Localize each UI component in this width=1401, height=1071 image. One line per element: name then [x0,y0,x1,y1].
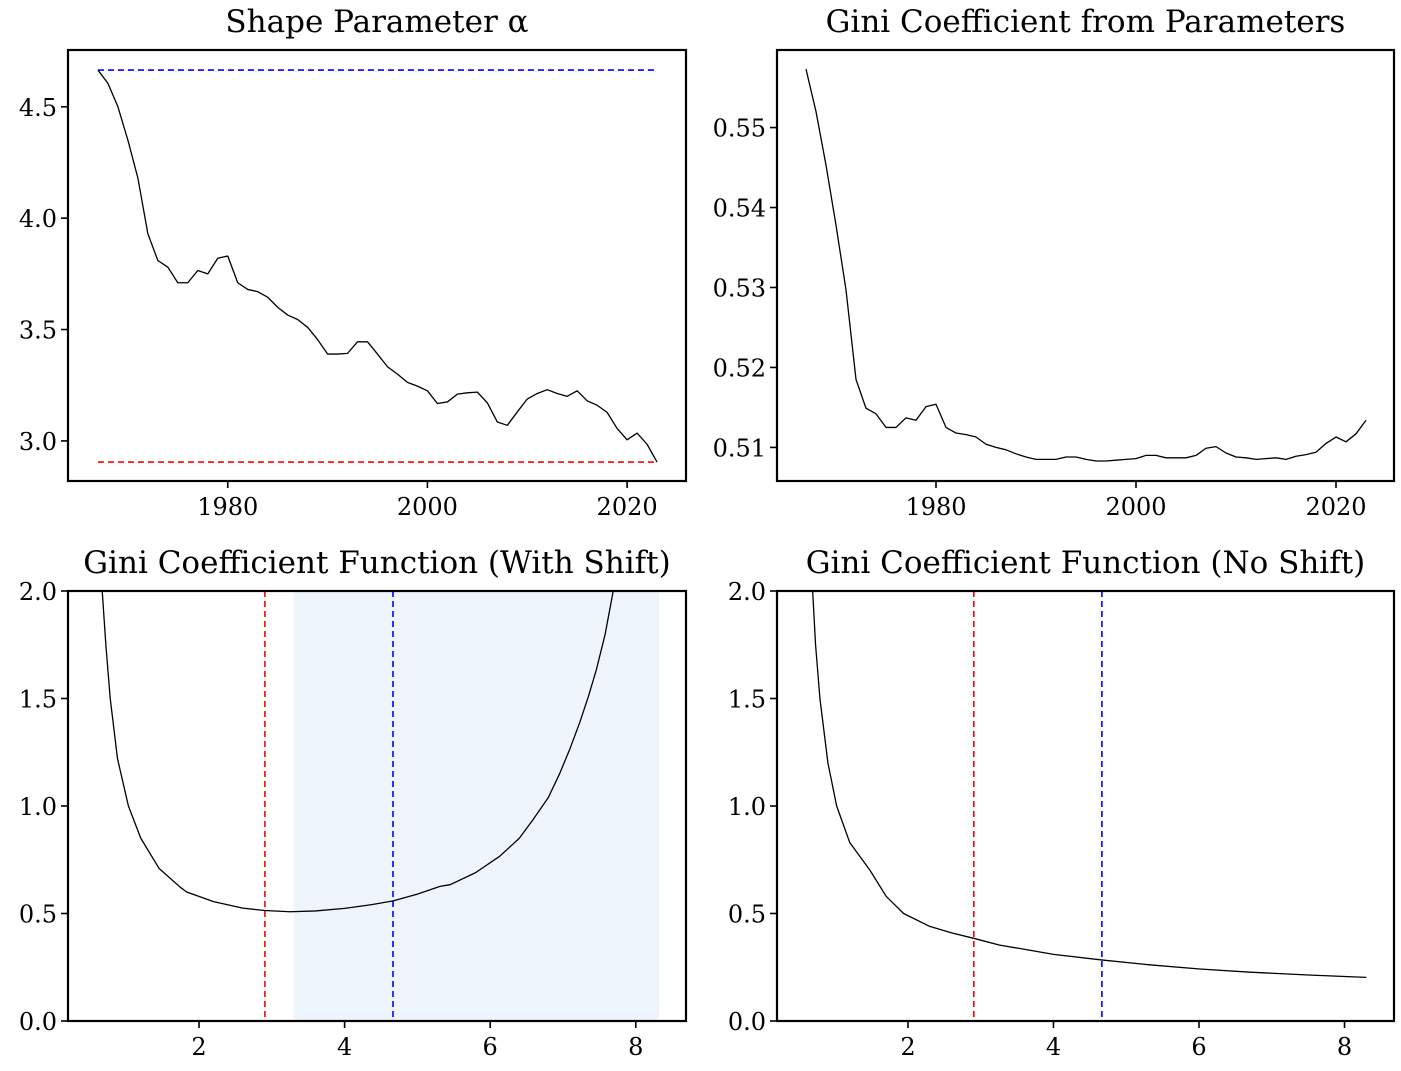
y-tick-label: 2.0 [728,578,766,606]
x-tick-label: 2000 [1105,493,1166,521]
panel-gini-function-no-shift: Gini Coefficient Function (No Shift) 2 4 6… [728,545,1396,1061]
plot-area [101,591,660,1021]
axes-frame [66,48,688,483]
x-tick-label: 1980 [905,493,966,521]
y-tick-label: 0.55 [713,115,766,143]
y-tick-label: 2.0 [19,578,57,606]
y-tick-label: 0.0 [19,1008,57,1036]
panel-shape-parameter: Shape Parameter α 1980 2000 2020 3.0 3.5 4.0 4… [19,4,688,521]
x-tick-label: 2 [191,1033,206,1061]
x-tick-label: 6 [483,1033,498,1061]
y-tick-label: 3.5 [19,317,57,345]
x-tick-label: 2020 [597,493,658,521]
plot-area [805,69,1367,462]
chart-title: Shape Parameter α [225,4,528,40]
y-tick-label: 1.0 [728,793,766,821]
y-tick-label: 4.0 [19,205,57,233]
chart-title: Gini Coefficient Function (No Shift) [806,545,1366,581]
y-tick-label: 0.52 [713,354,766,382]
y-tick-label: 0.54 [713,195,766,223]
shaded-region [293,591,660,1021]
y-tick-label: 0.0 [728,1008,766,1036]
x-tick-label: 6 [1191,1033,1206,1061]
y-tick-label: 0.53 [713,274,766,302]
x-tick-label: 8 [628,1033,643,1061]
y-tick-label: 0.5 [19,901,57,929]
x-tick-label: 2020 [1305,493,1366,521]
series-line-gini-function-noshift [811,591,1367,979]
x-tick-label: 2000 [397,493,458,521]
x-tick-label: 4 [337,1033,352,1061]
y-tick-label: 0.5 [728,901,766,929]
series-line-gini-function-shift [101,591,614,913]
plot-area [811,591,1367,1021]
panel-gini-function-with-shift: Gini Coefficient Function (With Shift) 2… [19,545,688,1061]
y-tick-label: 0.51 [713,434,766,462]
y-tick-label: 1.5 [19,686,57,714]
chart-title: Gini Coefficient Function (With Shift) [83,545,670,581]
axes-frame [775,48,1396,483]
y-tick-label: 3.0 [19,428,57,456]
plot-area [97,69,658,463]
axes-frame [775,589,1396,1023]
x-tick-label: 4 [1046,1033,1061,1061]
x-tick-label: 2 [900,1033,915,1061]
series-line-alpha [97,69,658,463]
panel-gini-from-parameters: Gini Coefficient from Parameters 1980 200… [713,4,1396,521]
y-tick-label: 4.5 [19,94,57,122]
y-tick-label: 1.0 [19,793,57,821]
x-tick-label: 1980 [197,493,258,521]
chart-title: Gini Coefficient from Parameters [826,4,1346,40]
x-tick-label: 8 [1337,1033,1352,1061]
series-line-gini [805,69,1367,462]
y-tick-label: 1.5 [728,686,766,714]
